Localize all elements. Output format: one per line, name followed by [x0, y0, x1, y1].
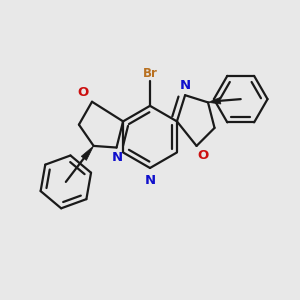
Text: O: O: [197, 149, 208, 162]
Text: Br: Br: [142, 67, 158, 80]
Text: N: N: [180, 79, 191, 92]
Polygon shape: [81, 146, 94, 160]
Text: N: N: [112, 152, 123, 164]
Text: O: O: [77, 86, 89, 99]
Text: N: N: [144, 174, 156, 187]
Polygon shape: [208, 98, 221, 104]
